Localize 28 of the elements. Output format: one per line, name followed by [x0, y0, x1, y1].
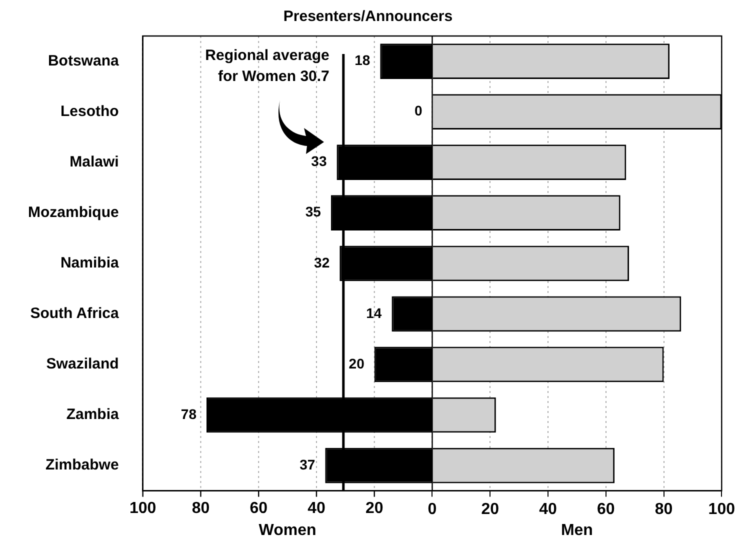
y-tick-label: South Africa — [30, 305, 120, 322]
y-tick-label: Swaziland — [46, 356, 119, 373]
data-label: 20 — [348, 355, 365, 372]
y-tick-label: Zambia — [66, 406, 120, 424]
ref-line-label: Regional average for Women 30.7 — [205, 47, 330, 86]
x-tick-label: 100 — [708, 500, 736, 518]
x-tick-label: 80 — [654, 500, 673, 518]
data-label: 32 — [314, 254, 330, 270]
data-label: 18 — [354, 52, 370, 68]
x-tick-label: 20 — [481, 500, 500, 518]
y-tick-label: Malawi — [70, 153, 119, 170]
data-label: 78 — [180, 406, 197, 422]
y-tick-label: Zimbabwe — [45, 456, 119, 474]
data-label: 35 — [305, 204, 322, 220]
data-label: 33 — [311, 153, 327, 170]
y-tick-label: Botswana — [48, 52, 120, 70]
x-tick-label: 60 — [596, 500, 615, 518]
text: Women — [258, 522, 316, 540]
data-label: 0 — [414, 102, 422, 119]
x-tick-label: 40 — [539, 500, 558, 518]
data-label: 14 — [366, 304, 382, 321]
y-tick-label: Mozambique — [28, 204, 119, 222]
y-tick-label: Namibia — [60, 254, 120, 272]
y-tick-label: Lesotho — [60, 102, 119, 120]
text: Men — [560, 522, 593, 540]
data-label: 37 — [300, 456, 316, 472]
chart-title: Presenters/Announcers — [283, 8, 453, 26]
x-tick-label: 0 — [428, 500, 437, 518]
